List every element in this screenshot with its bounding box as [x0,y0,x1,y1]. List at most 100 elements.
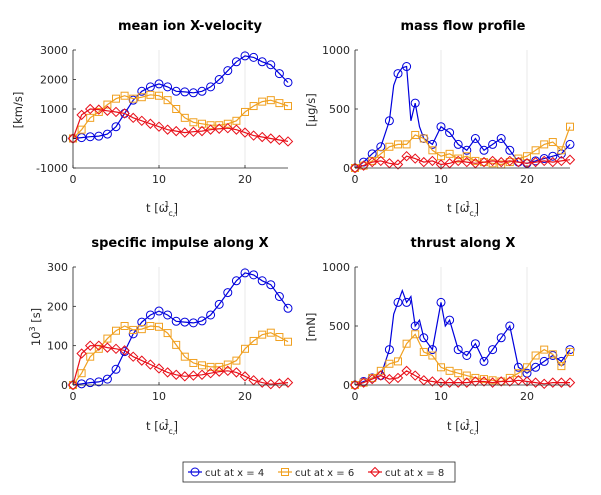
data-point-marker [402,297,412,307]
panel-mean-ion-velocity: mean ion X-velocity 0 10 20-10000100020003… [11,19,294,218]
data-point-marker [394,357,402,366]
data-point-marker [179,371,191,382]
data-point-marker [110,106,122,118]
data-point-marker [349,379,361,391]
data-point-marker [539,154,549,164]
x-tick-label: 0 [70,390,77,403]
data-point-marker [505,321,515,331]
data-point-marker [179,127,191,138]
data-point-marker [402,140,411,149]
data-point-marker [394,140,402,149]
data-point-marker [129,94,138,103]
x-axis-label: t [ωc,i-1] [447,200,479,218]
y-axis-label: [km/s] [11,92,25,129]
data-point-marker [145,359,156,370]
data-point-marker [402,339,411,348]
data-point-marker [206,310,216,320]
data-point-marker [488,376,497,385]
y-tick-label: 0 [343,379,350,392]
data-point-marker [274,134,285,146]
data-point-marker [480,375,488,384]
data-point-marker [402,62,412,72]
data-point-marker [223,66,233,76]
data-point-marker [445,149,454,158]
data-point-marker [393,297,403,307]
data-point-marker [189,118,198,127]
data-point-marker [556,155,567,167]
data-point-marker [452,155,464,167]
data-point-marker [266,280,276,290]
y-tick-label: -1000 [36,162,68,175]
data-point-marker [521,376,533,387]
data-point-marker [531,362,541,372]
data-point-marker [392,159,404,170]
data-point-marker [385,359,394,368]
data-point-marker [411,130,420,139]
data-point-marker [410,321,420,331]
data-point-marker [428,351,437,360]
data-point-marker [265,379,277,390]
data-point-marker [284,337,292,346]
y-tick-label: 3000 [40,44,68,57]
data-point-marker [205,367,216,379]
data-point-marker [93,340,105,351]
data-point-marker [120,91,129,100]
data-point-marker [249,102,258,111]
data-point-marker [557,146,566,155]
data-point-marker [240,51,250,61]
data-point-marker [523,152,531,161]
data-point-marker [445,315,455,325]
data-point-marker [86,113,95,122]
x-axis-label: t [ωc,i-1] [447,418,479,436]
data-point-marker [241,107,249,116]
data-point-marker [284,102,292,111]
x-tick-label: 20 [520,390,534,403]
data-point-marker [266,328,275,337]
data-point-marker [103,100,112,109]
data-point-marker [102,374,112,384]
data-point-marker [427,155,438,167]
data-point-marker [94,131,104,141]
data-point-marker [275,333,284,342]
data-point-marker [222,365,234,377]
data-point-marker [478,376,490,387]
data-point-marker [180,87,190,97]
data-point-marker [266,96,275,105]
data-point-marker [530,377,541,388]
data-point-marker [274,378,285,389]
panel-mass-flow: mass flow profile 0 10 20 0 500 1000 [μg/s] t… [304,19,576,218]
panel-thrust: thrust along X 0 10 20 0 500 1000 [mN] t [ωc,… [304,236,576,436]
legend-box [182,461,456,483]
data-point-marker [213,366,225,377]
data-point-marker [283,77,293,87]
data-point-marker [170,125,182,137]
legend-label: cut at x = 4 [205,468,264,479]
data-point-marker [231,57,241,67]
data-point-marker [190,467,200,477]
data-point-marker [256,377,268,388]
data-point-marker [77,379,87,389]
data-point-marker [531,146,540,155]
data-point-marker [531,351,540,360]
data-point-marker [375,370,387,381]
data-point-marker [471,156,480,165]
data-point-marker [470,376,481,387]
data-point-marker [239,371,251,382]
data-point-marker [258,330,267,339]
data-point-marker [102,105,113,116]
data-point-marker [470,339,480,349]
data-point-marker [366,373,378,385]
data-point-marker [487,377,498,388]
data-point-marker [84,103,96,115]
data-point-marker [358,160,369,171]
data-point-marker [112,326,120,335]
data-point-marker [523,363,531,372]
x-tick-label: 10 [434,173,448,186]
data-point-marker [266,60,276,70]
data-point-marker [231,367,242,378]
data-point-marker [206,121,215,130]
data-point-marker [349,162,361,174]
data-point-marker [241,344,249,353]
data-point-marker [409,153,421,164]
